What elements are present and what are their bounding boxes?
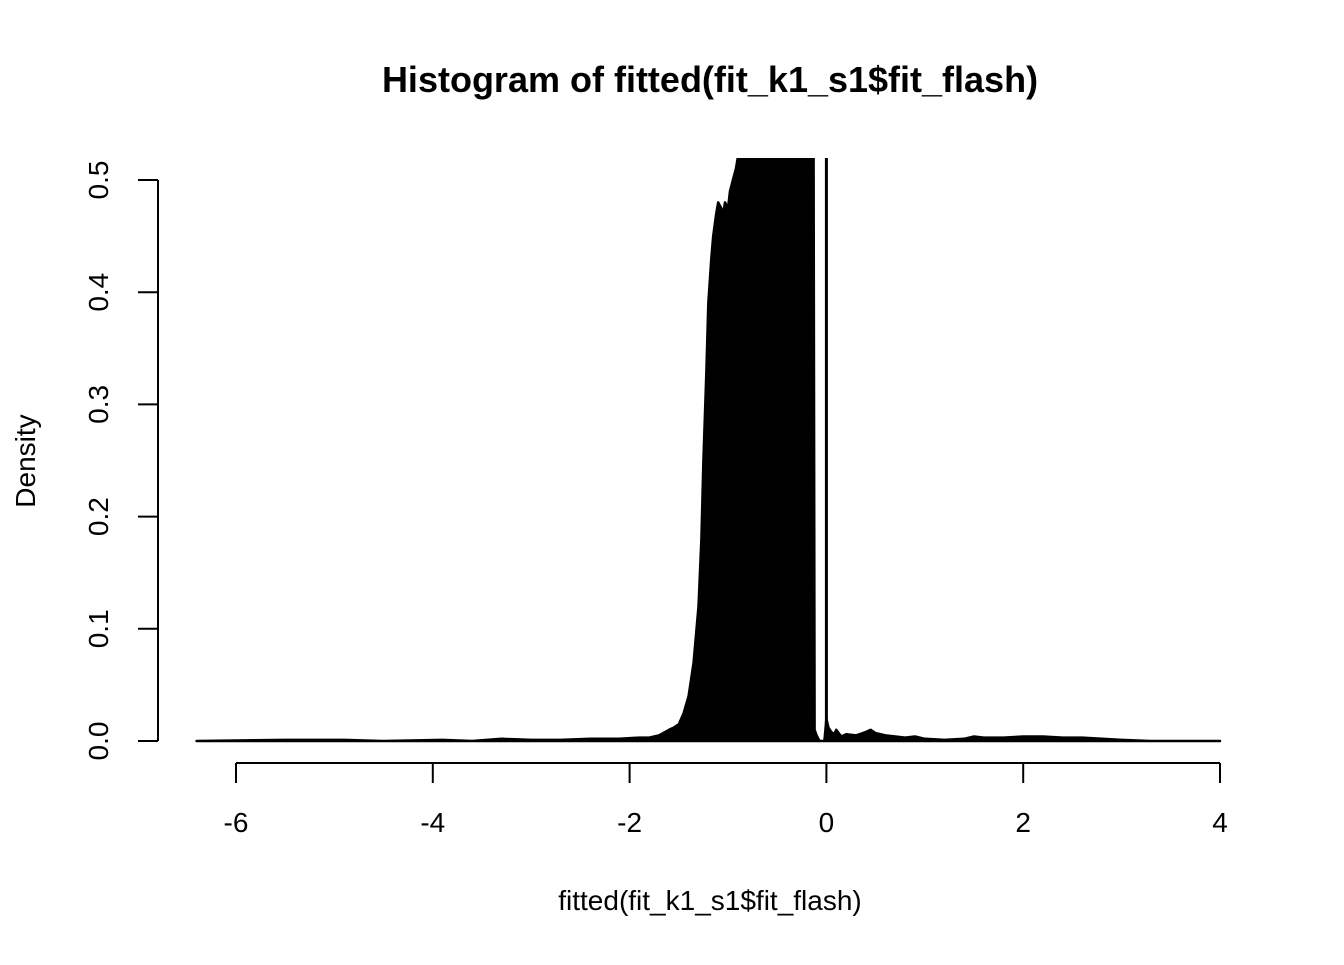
x-tick-label: 0 (819, 807, 835, 838)
x-axis-label: fitted(fit_k1_s1$fit_flash) (558, 885, 862, 916)
y-tick-label: 0.1 (83, 609, 114, 648)
y-tick-label: 0.0 (83, 722, 114, 761)
chart-title: Histogram of fitted(fit_k1_s1$fit_flash) (382, 59, 1038, 100)
y-tick-label: 0.3 (83, 385, 114, 424)
density-area-series-0 (195, 158, 1222, 743)
y-tick-label: 0.2 (83, 497, 114, 536)
y-axis-label: Density (10, 414, 41, 507)
x-tick-label: 2 (1015, 807, 1031, 838)
y-tick-label: 0.5 (83, 161, 114, 200)
plot-area (195, 158, 1222, 743)
x-axis: -6 -4 -2 0 2 4 (224, 762, 1228, 838)
x-tick-label: 4 (1212, 807, 1228, 838)
y-tick-label: 0.4 (83, 273, 114, 312)
y-axis: 0.0 0.1 0.2 0.3 0.4 0.5 (83, 161, 159, 761)
x-tick-label: -4 (420, 807, 445, 838)
x-tick-label: -6 (224, 807, 249, 838)
x-tick-label: -2 (617, 807, 642, 838)
